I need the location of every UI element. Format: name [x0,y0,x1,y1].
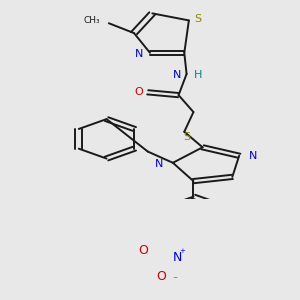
Text: ⁻: ⁻ [172,275,178,285]
Text: N: N [173,251,182,264]
Text: O: O [138,244,148,257]
Text: O: O [157,271,166,284]
Text: H: H [194,70,202,80]
Text: S: S [183,132,190,142]
Text: N: N [155,159,163,169]
Text: S: S [194,14,202,24]
Text: +: + [180,248,186,254]
Text: O: O [134,87,143,97]
Text: CH₃: CH₃ [83,16,100,25]
Text: N: N [249,151,257,161]
Text: N: N [173,70,182,80]
Text: N: N [134,49,143,59]
